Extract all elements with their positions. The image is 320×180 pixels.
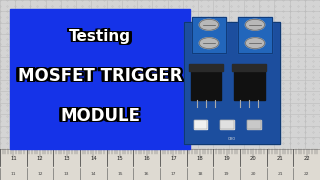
Text: MOSFET TRIGGER: MOSFET TRIGGER	[18, 67, 182, 85]
Text: 16: 16	[143, 156, 150, 161]
Text: MOSFET TRIGGER: MOSFET TRIGGER	[18, 66, 182, 84]
Bar	[189, 64, 223, 71]
Text: 16: 16	[144, 172, 149, 176]
Circle shape	[245, 19, 265, 30]
Text: Testing: Testing	[72, 29, 133, 44]
Bar	[220, 120, 234, 129]
Text: 13: 13	[63, 156, 70, 161]
Text: MOSFET TRIGGER: MOSFET TRIGGER	[15, 67, 180, 85]
Text: 15: 15	[116, 156, 124, 161]
Text: MODULE: MODULE	[58, 106, 138, 124]
Text: 17: 17	[170, 156, 177, 161]
Text: 20: 20	[250, 156, 257, 161]
Text: 19: 19	[223, 156, 230, 161]
Bar	[247, 120, 261, 129]
Text: 12: 12	[36, 156, 44, 161]
Text: MODULE: MODULE	[58, 109, 138, 127]
Text: MOSFET TRIGGER: MOSFET TRIGGER	[20, 66, 185, 84]
Bar	[220, 120, 234, 129]
Text: MODULE: MODULE	[63, 109, 143, 127]
Text: Testing: Testing	[72, 30, 133, 46]
Bar	[0, 148, 320, 180]
Text: MOSFET TRIGGER: MOSFET TRIGGER	[20, 67, 185, 85]
Bar	[234, 71, 265, 100]
Text: MODULE: MODULE	[60, 109, 140, 127]
Text: MODULE: MODULE	[58, 107, 138, 125]
Text: 18: 18	[196, 156, 204, 161]
Text: MOSFET TRIGGER: MOSFET TRIGGER	[18, 68, 182, 86]
Bar	[247, 120, 261, 129]
Circle shape	[245, 38, 265, 49]
Text: Testing: Testing	[67, 30, 128, 46]
Text: 11: 11	[10, 156, 17, 161]
Text: Testing: Testing	[69, 30, 131, 46]
Bar	[194, 120, 207, 129]
Text: MODULE: MODULE	[60, 106, 140, 124]
Text: Testing: Testing	[67, 28, 128, 43]
Bar	[238, 17, 272, 53]
Bar	[232, 64, 266, 71]
Text: MOSFET TRIGGER: MOSFET TRIGGER	[15, 68, 180, 86]
Bar	[238, 17, 272, 53]
Text: 14: 14	[90, 156, 97, 161]
Bar	[191, 71, 221, 100]
Text: MODULE: MODULE	[63, 107, 143, 125]
Text: 19: 19	[224, 172, 229, 176]
Bar	[192, 17, 226, 53]
Text: MODULE: MODULE	[60, 107, 140, 125]
Text: 15: 15	[117, 172, 123, 176]
Text: 18: 18	[197, 172, 203, 176]
Text: 14: 14	[91, 172, 96, 176]
Bar	[10, 9, 190, 148]
Text: 22: 22	[304, 172, 309, 176]
Circle shape	[199, 38, 219, 49]
Text: MOSFET TRIGGER: MOSFET TRIGGER	[20, 68, 185, 86]
Text: 11: 11	[11, 172, 16, 176]
Text: Testing: Testing	[69, 29, 131, 44]
Text: MOSFET TRIGGER: MOSFET TRIGGER	[15, 66, 180, 84]
Text: Testing: Testing	[72, 28, 133, 43]
Text: 20: 20	[251, 172, 256, 176]
Text: 12: 12	[37, 172, 43, 176]
Text: MODULE: MODULE	[63, 106, 143, 124]
Bar	[192, 17, 226, 53]
Bar	[184, 22, 280, 144]
Text: 17: 17	[171, 172, 176, 176]
Text: 21: 21	[276, 156, 284, 161]
Text: 13: 13	[64, 172, 69, 176]
Text: 21: 21	[277, 172, 283, 176]
Circle shape	[199, 19, 219, 30]
Text: Testing: Testing	[69, 28, 131, 43]
Bar	[184, 22, 280, 144]
Text: Testing: Testing	[67, 29, 128, 44]
Text: ORO: ORO	[228, 137, 236, 141]
Text: 22: 22	[303, 156, 310, 161]
Bar	[194, 120, 207, 129]
